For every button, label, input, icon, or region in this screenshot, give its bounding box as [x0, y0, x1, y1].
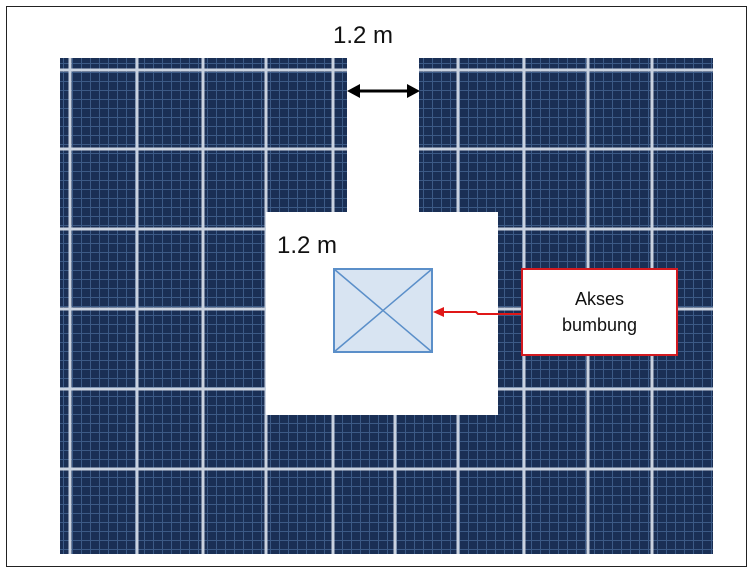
- callout-pointer-arrow: [433, 307, 521, 317]
- roof-access-hatch: [333, 268, 433, 353]
- walkway-width-arrow: [347, 84, 420, 98]
- roof-access-callout: Akses bumbung: [521, 268, 678, 356]
- walkway-width-label: 1.2 m: [333, 22, 394, 49]
- clearance-width-label: 1.2 m: [277, 232, 338, 259]
- callout-line-2: bumbung: [561, 315, 638, 335]
- walkway-corridor: [347, 55, 419, 220]
- callout-line-1: Akses: [574, 289, 625, 309]
